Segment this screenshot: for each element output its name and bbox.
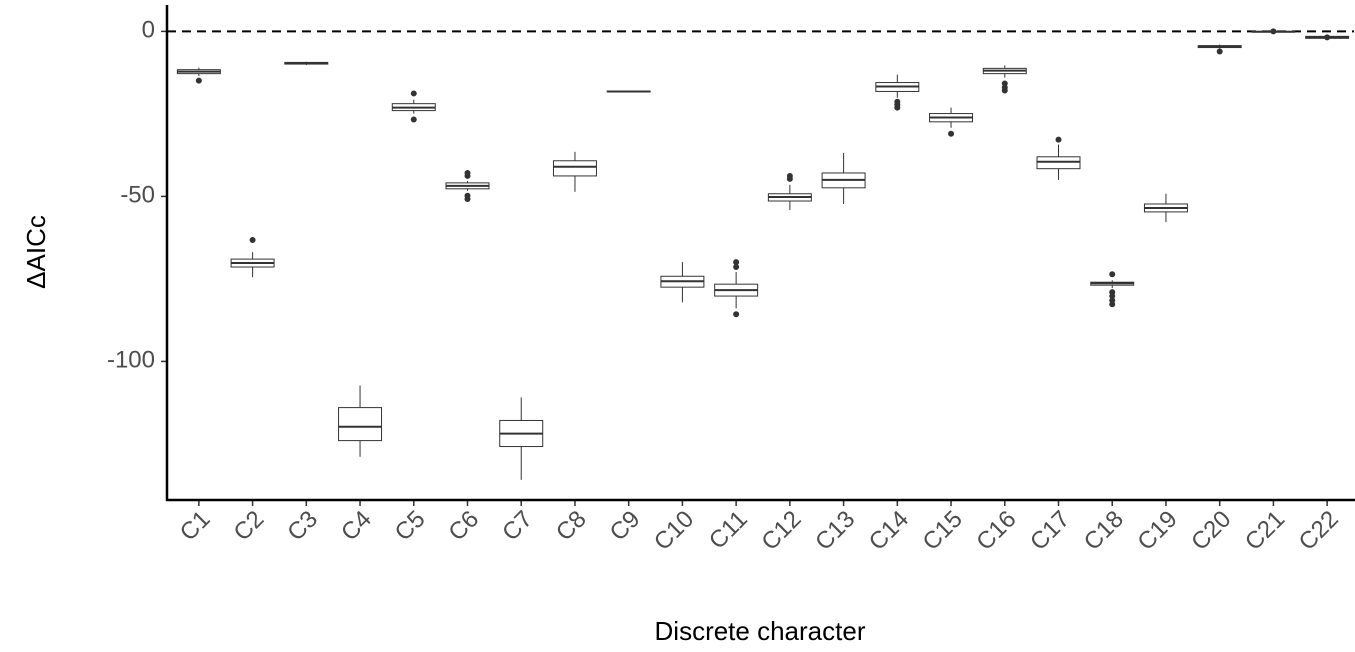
x-tick-label: C12 <box>756 506 806 556</box>
y-tick-label: -50 <box>120 182 155 209</box>
outlier <box>249 236 256 243</box>
outlier <box>786 175 793 182</box>
x-tick-label: C8 <box>551 506 592 547</box>
x-tick-label: C20 <box>1186 506 1236 556</box>
outlier <box>1324 34 1331 41</box>
x-tick-label: C3 <box>282 506 323 547</box>
outlier <box>464 172 471 179</box>
outlier <box>1001 87 1008 94</box>
x-tick-label: C21 <box>1240 506 1290 556</box>
x-tick-label: C14 <box>864 506 914 556</box>
x-tick-label: C19 <box>1132 506 1182 556</box>
x-tick-label: C2 <box>229 506 270 547</box>
outlier <box>410 116 417 123</box>
x-tick-label: C13 <box>810 506 860 556</box>
outlier <box>195 77 202 84</box>
outlier <box>1109 301 1116 308</box>
x-tick-label: C18 <box>1079 506 1129 556</box>
x-tick-label: C17 <box>1025 506 1075 556</box>
outlier <box>1055 136 1062 143</box>
outlier <box>1216 48 1223 55</box>
y-axis-label: ΔAICc <box>21 215 51 289</box>
box <box>338 407 383 442</box>
outlier <box>1270 28 1277 35</box>
y-tick-label: -100 <box>107 347 155 374</box>
x-axis-label: Discrete character <box>655 616 866 646</box>
x-tick-label: C10 <box>649 506 699 556</box>
outlier <box>894 104 901 111</box>
outlier <box>733 311 740 318</box>
x-tick-label: C5 <box>390 506 431 547</box>
outlier <box>1109 293 1116 300</box>
outlier <box>733 264 740 271</box>
box <box>552 160 597 177</box>
x-tick-label: C7 <box>497 506 538 547</box>
outlier <box>948 130 955 137</box>
x-tick-label: C22 <box>1294 506 1344 556</box>
x-tick-label: C1 <box>175 506 216 547</box>
outlier <box>410 90 417 97</box>
outlier <box>733 259 740 266</box>
x-tick-label: C6 <box>443 506 484 547</box>
x-tick-label: C11 <box>704 506 753 555</box>
outlier <box>464 196 471 203</box>
x-tick-label: C15 <box>918 506 968 556</box>
y-tick-label: 0 <box>142 17 155 44</box>
x-tick-label: C16 <box>971 506 1021 556</box>
outlier <box>1109 271 1116 278</box>
x-tick-label: C9 <box>605 506 646 547</box>
x-tick-label: C4 <box>336 506 377 547</box>
